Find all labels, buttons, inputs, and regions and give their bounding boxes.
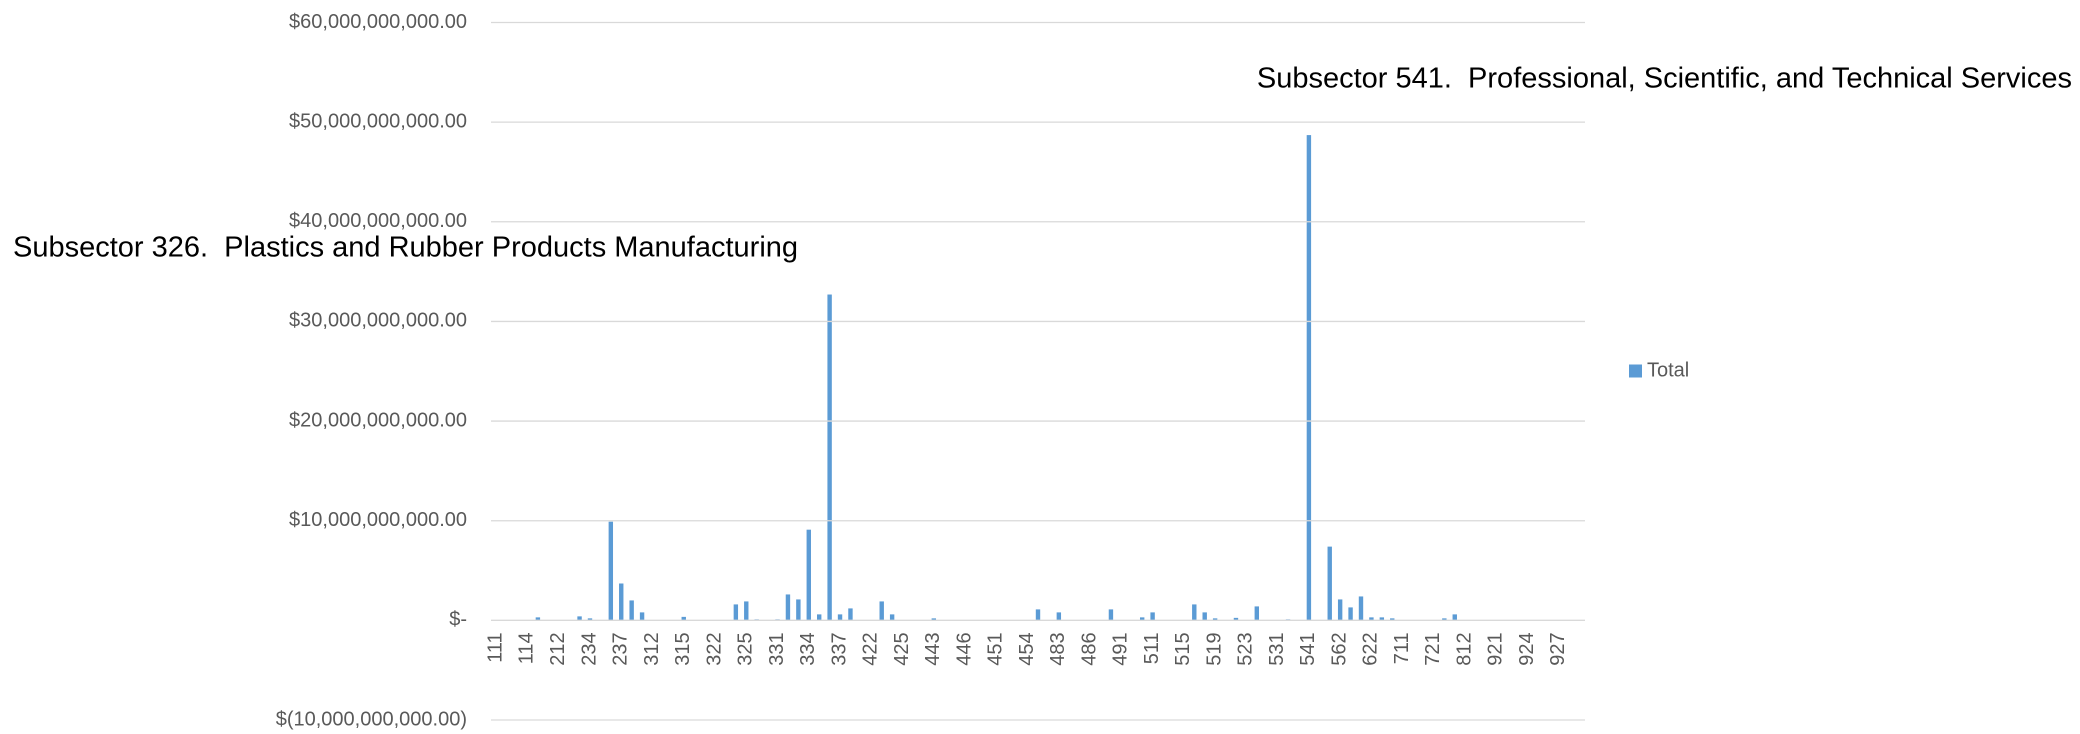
bar xyxy=(1452,614,1457,621)
bar xyxy=(608,521,614,621)
y-tick-label: $10,000,000,000.00 xyxy=(289,509,467,531)
y-tick-label: $(10,000,000,000.00) xyxy=(276,708,467,730)
bar xyxy=(733,604,739,621)
bar xyxy=(879,601,884,621)
bar xyxy=(1442,618,1447,621)
bar xyxy=(1139,617,1145,621)
bar xyxy=(744,601,749,621)
x-tick-label: 111 xyxy=(484,632,506,662)
bar xyxy=(1390,618,1395,621)
bar xyxy=(1233,617,1239,621)
x-tick-label: 337 xyxy=(828,632,850,665)
x-tick-label: 454 xyxy=(1016,632,1038,665)
x-tick-label: 927 xyxy=(1547,632,1569,665)
x-tick-label: 315 xyxy=(672,632,694,665)
x-tick-label: 237 xyxy=(610,632,632,665)
x-tick-label: 812 xyxy=(1453,632,1475,665)
bar xyxy=(535,617,541,621)
bar xyxy=(577,616,582,621)
x-tick-label: 486 xyxy=(1078,632,1100,665)
bar xyxy=(1348,607,1353,621)
bar xyxy=(619,583,624,621)
x-tick-label: 114 xyxy=(516,632,538,664)
bar xyxy=(1108,609,1114,621)
x-tick-label: 322 xyxy=(703,632,725,665)
y-tick-label: $50,000,000,000.00 xyxy=(289,110,467,132)
x-tick-label: 721 xyxy=(1422,632,1444,665)
bar xyxy=(889,614,895,621)
x-tick-label: 234 xyxy=(578,632,600,665)
bar xyxy=(681,616,686,621)
x-tick-label: 483 xyxy=(1047,632,1069,665)
x-tick-label: 711 xyxy=(1391,632,1413,664)
x-tick-label: 515 xyxy=(1172,632,1194,665)
bar xyxy=(796,599,801,621)
bar xyxy=(827,294,832,621)
x-tick-label: 443 xyxy=(922,632,944,665)
annotation: Subsector 541. Professional, Scientific,… xyxy=(1257,63,2072,95)
x-tick-label: 212 xyxy=(547,632,569,665)
bar xyxy=(1192,604,1197,621)
bar xyxy=(1212,618,1218,621)
bar xyxy=(1254,606,1259,621)
bar xyxy=(1327,546,1332,621)
x-tick-label: 422 xyxy=(860,632,882,665)
x-tick-label: 425 xyxy=(891,632,913,665)
bar xyxy=(1056,612,1062,621)
x-tick-label: 312 xyxy=(641,632,663,665)
bar xyxy=(1035,609,1041,621)
y-tick-label: $- xyxy=(449,609,467,631)
x-tick-label: 334 xyxy=(797,632,819,665)
bar xyxy=(1358,596,1364,621)
bar xyxy=(817,614,822,621)
bar xyxy=(629,600,634,621)
annotation: Subsector 326. Plastics and Rubber Produ… xyxy=(13,232,798,264)
x-tick-label: 622 xyxy=(1360,632,1382,665)
bar xyxy=(848,608,853,621)
x-tick-label: 921 xyxy=(1485,632,1507,665)
bar xyxy=(1202,612,1207,621)
bar xyxy=(587,618,593,621)
bar xyxy=(1150,612,1155,621)
bar xyxy=(837,614,843,621)
x-tick-label: 523 xyxy=(1235,632,1257,665)
bar xyxy=(1369,617,1374,621)
x-tick-label: 541 xyxy=(1297,632,1319,665)
x-tick-label: 451 xyxy=(985,632,1007,665)
bar xyxy=(639,612,645,621)
x-tick-label: 511 xyxy=(1141,632,1163,664)
bar xyxy=(1306,135,1312,621)
x-tick-label: 325 xyxy=(735,632,757,665)
y-tick-label: $30,000,000,000.00 xyxy=(289,310,467,332)
legend-swatch xyxy=(1629,364,1642,378)
x-tick-label: 562 xyxy=(1328,632,1350,665)
x-tick-label: 446 xyxy=(953,632,975,665)
bar xyxy=(1379,617,1385,621)
y-tick-label: $40,000,000,000.00 xyxy=(289,210,467,232)
y-tick-label: $60,000,000,000.00 xyxy=(289,11,467,33)
bar xyxy=(785,594,791,621)
bar xyxy=(806,529,811,621)
x-tick-label: 519 xyxy=(1203,632,1225,665)
x-tick-label: 331 xyxy=(766,632,788,665)
bar xyxy=(1337,599,1343,621)
y-tick-label: $20,000,000,000.00 xyxy=(289,409,467,431)
x-tick-label: 531 xyxy=(1266,632,1288,665)
x-tick-label: 491 xyxy=(1110,632,1132,665)
bar xyxy=(931,618,937,621)
legend-label: Total xyxy=(1647,359,1689,381)
x-tick-label: 924 xyxy=(1516,632,1538,665)
